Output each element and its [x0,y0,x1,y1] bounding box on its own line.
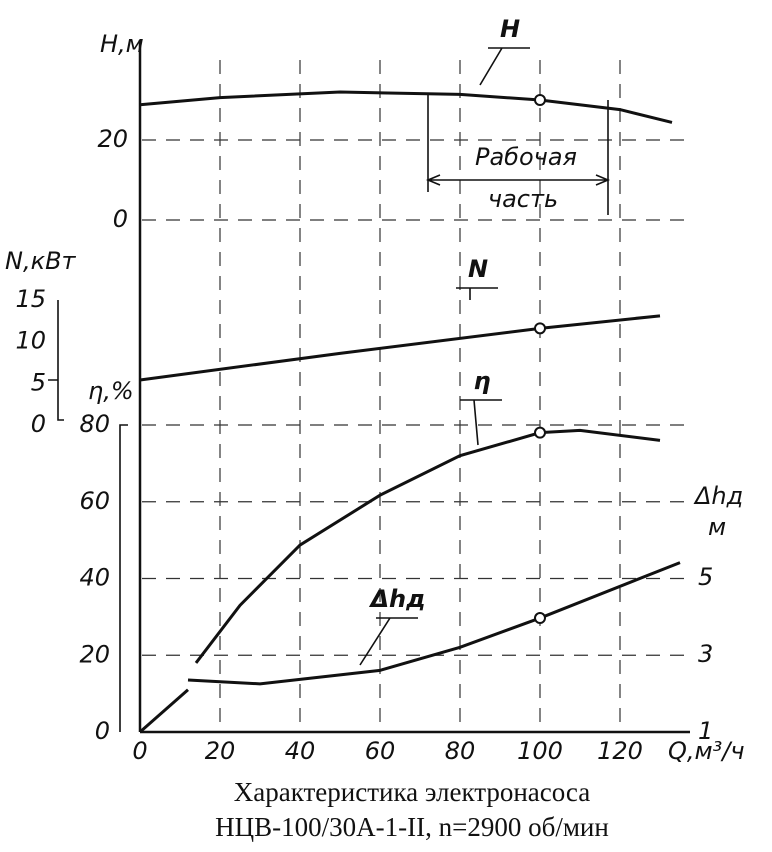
curve-leader [456,287,498,300]
range-arrow [425,174,611,186]
curve-label: η [473,367,490,395]
y-tick-label: 60 [79,487,110,515]
x-tick-label: 60 [365,737,396,765]
y-tick-label: 40 [79,564,110,592]
x-tick-label: 120 [597,737,643,765]
curve-leader [359,617,418,666]
y-tick-label: 5 [698,563,713,591]
design-point [534,612,546,625]
curve-label: N [468,255,488,283]
n-axis-bracket [48,300,64,421]
y-tick-label: 20 [79,640,110,668]
curve [139,688,189,734]
y-tick-label: 5 [31,368,46,396]
design-point [534,426,546,439]
x-tick-label: 100 [517,737,563,765]
x-tick-label: 40 [285,737,316,765]
eta-axis-bracket [119,424,128,732]
eta-axis-label: η,% [88,377,134,405]
y-tick-label: 3 [698,640,713,668]
caption: НЦВ-100/30А-1-II, n=2900 об/мин [215,812,609,842]
y-tick-label: 80 [79,410,110,438]
curve [139,90,673,124]
range-label: Рабочая [475,143,577,171]
curve [139,314,661,382]
y-tick-label: 20 [97,125,128,153]
x-tick-label: 0 [132,737,147,765]
x-tick-label: 80 [445,737,476,765]
range-label: часть [488,185,558,213]
dh-axis-label: Δhд [693,482,743,510]
x-axis-label: Q,м³/ч [668,737,745,765]
design-point [534,322,546,335]
caption: Характеристика электронасоса [234,777,590,807]
curve [187,561,681,686]
curve [194,428,661,664]
y-tick-label: 0 [113,205,128,233]
curve-leader [460,399,502,446]
design-point [534,94,546,106]
dh-axis-unit: м [708,513,726,541]
y-tick-label: 15 [15,285,46,313]
x-tick-label: 20 [205,737,236,765]
y-tick-label: 10 [15,327,46,355]
curve-label: H [500,15,520,43]
h-axis-label: H,м [100,30,144,58]
n-axis-label: N,кВт [5,247,77,275]
y-tick-label: 0 [95,717,110,745]
y-tick-label: 1 [698,717,713,745]
y-tick-label: 0 [31,410,46,438]
curve-label: Δhд [368,585,425,613]
curve-leader [479,47,530,86]
